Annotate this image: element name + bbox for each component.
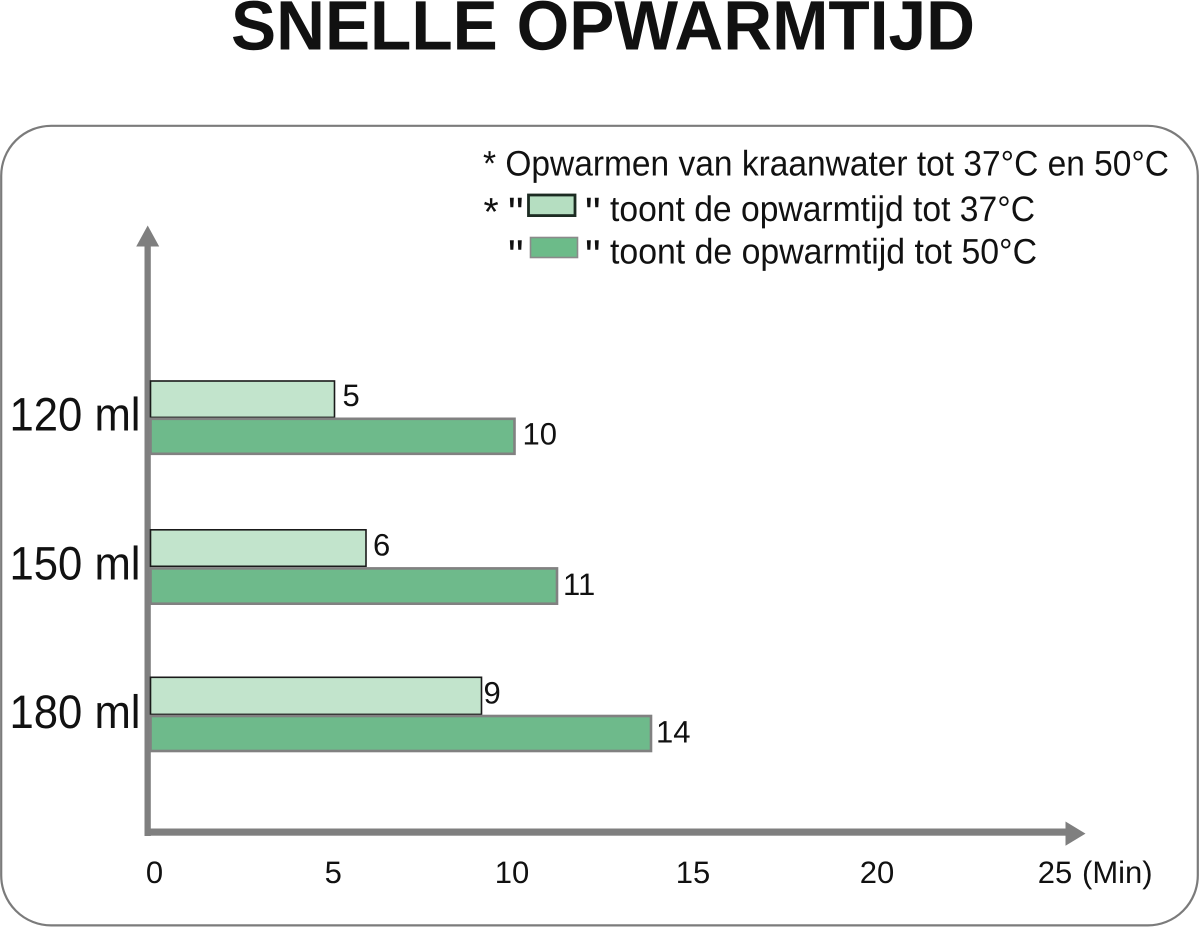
svg-text:": " <box>585 189 601 238</box>
svg-text:(Min): (Min) <box>1082 855 1153 890</box>
svg-text:*: * <box>484 191 499 234</box>
svg-text:10: 10 <box>495 855 529 890</box>
svg-text:SNELLE OPWARMTIJD: SNELLE OPWARMTIJD <box>231 0 975 65</box>
svg-text:toont de opwarmtijd tot 37°C: toont de opwarmtijd tot 37°C <box>610 189 1035 229</box>
svg-text:5: 5 <box>343 378 360 413</box>
svg-text:": " <box>508 189 524 238</box>
svg-text:* Opwarmen van kraanwater tot: * Opwarmen van kraanwater tot 37°C en 50… <box>483 144 1169 184</box>
svg-text:120 ml: 120 ml <box>10 388 141 441</box>
svg-text:15: 15 <box>676 855 710 890</box>
svg-text:180 ml: 180 ml <box>10 685 141 738</box>
svg-text:150 ml: 150 ml <box>10 537 141 590</box>
svg-text:6: 6 <box>373 528 390 563</box>
svg-text:": " <box>585 232 601 281</box>
svg-text:20: 20 <box>860 855 894 890</box>
svg-text:9: 9 <box>484 676 501 711</box>
svg-text:10: 10 <box>523 417 557 452</box>
svg-text:14: 14 <box>656 715 690 750</box>
svg-text:0: 0 <box>146 855 163 890</box>
svg-text:11: 11 <box>563 567 595 602</box>
svg-text:25: 25 <box>1038 855 1072 890</box>
svg-text:5: 5 <box>325 855 342 890</box>
svg-text:toont de opwarmtijd tot 50°C: toont de opwarmtijd tot 50°C <box>610 231 1037 271</box>
svg-text:": " <box>508 232 524 281</box>
